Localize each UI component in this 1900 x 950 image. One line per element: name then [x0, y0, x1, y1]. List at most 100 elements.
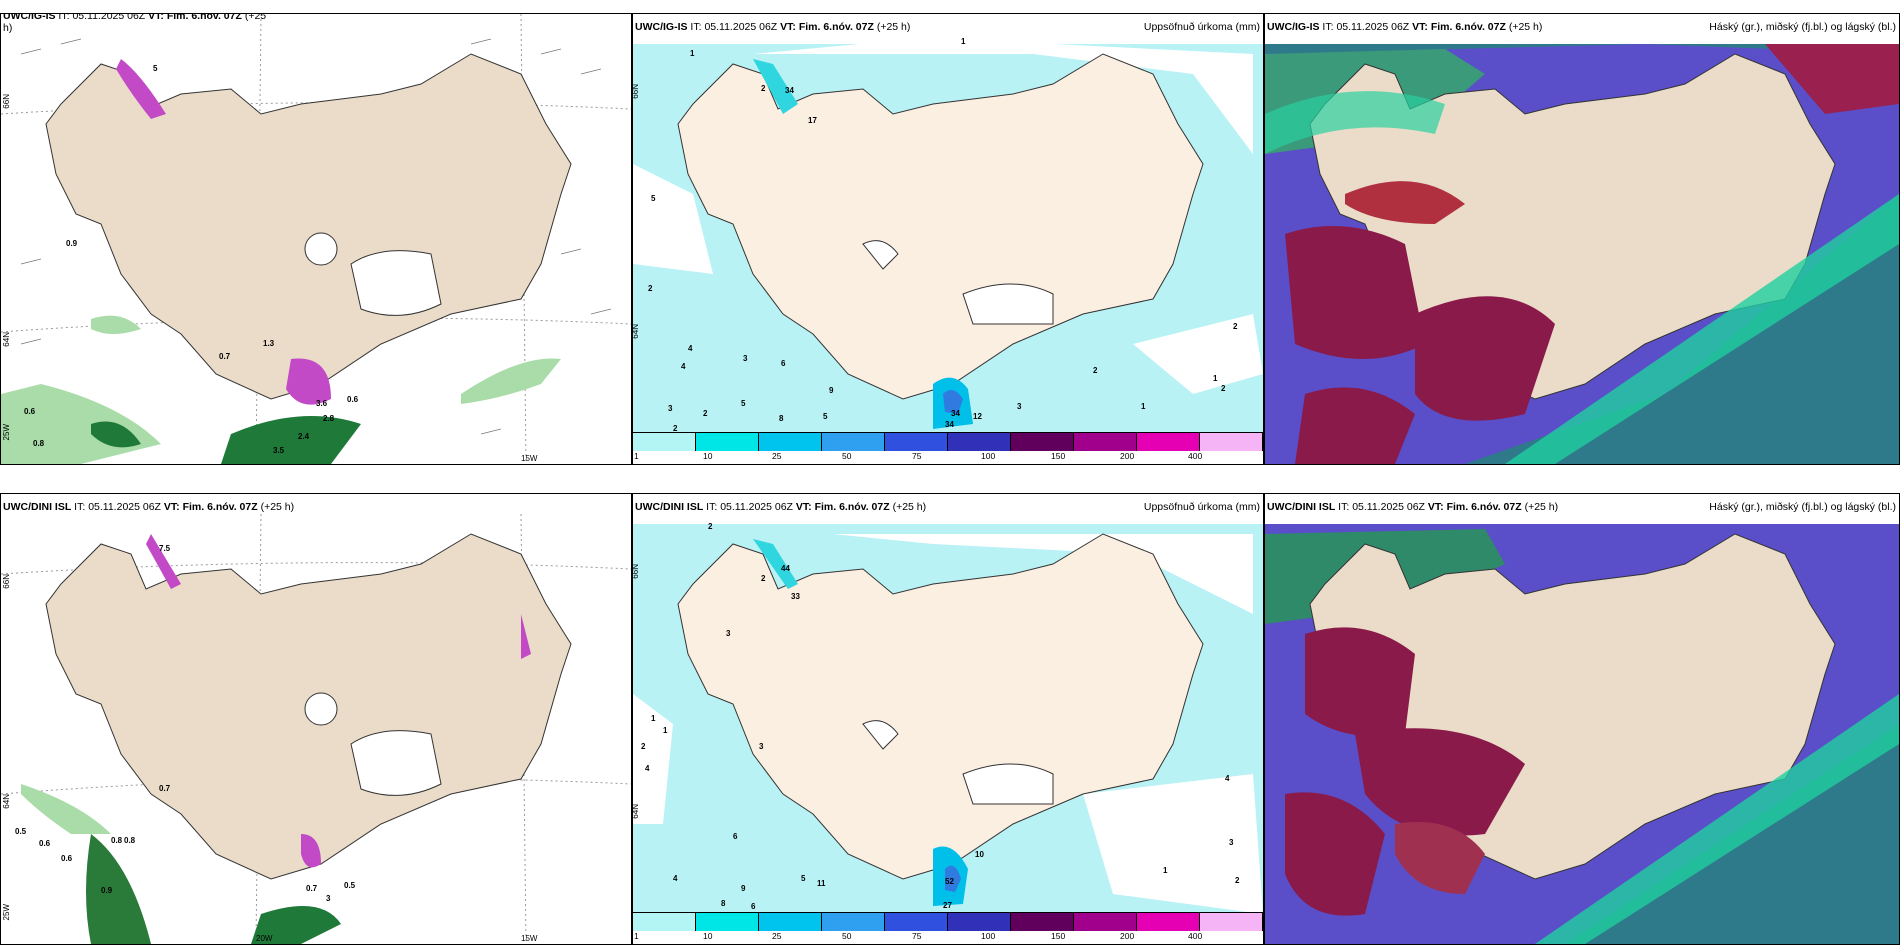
value-label: 52	[945, 877, 954, 886]
colorbar-label: 1	[634, 451, 639, 461]
value-label: 34	[785, 86, 794, 95]
panel-igis-precip: UWC/IG-IS IT: 05.11.2025 06Z VT: Fim. 6.…	[632, 13, 1264, 465]
value-label: 0.9	[101, 886, 113, 895]
panel-igis-wind: UWC/IG-IS IT: 05.11.2025 06Z VT: Fim. 6.…	[0, 13, 632, 465]
value-label: 0.8	[124, 836, 136, 845]
value-label: 2	[761, 84, 766, 93]
value-label: 8	[779, 414, 784, 423]
value-label: 2	[1235, 876, 1240, 885]
panel-header: UWC/DINI ISL IT: 05.11.2025 06Z VT: Fim.…	[3, 501, 295, 513]
value-label: 10	[975, 850, 984, 859]
value-label: 2	[1093, 366, 1098, 375]
colorbar-swatch	[696, 913, 759, 931]
value-label: 8	[721, 899, 726, 908]
value-label: 17	[808, 116, 817, 125]
value-label: 3	[326, 894, 331, 903]
colorbar-swatch	[759, 433, 822, 451]
precip-map	[633, 39, 1263, 444]
colorbar-swatch	[1074, 433, 1137, 451]
value-label: 2	[1233, 322, 1238, 331]
lon-label: 15W	[521, 934, 538, 943]
panel-header: UWC/IG-IS IT: 05.11.2025 06Z VT: Fim. 6.…	[3, 13, 267, 34]
lon-label: 20W	[256, 934, 273, 943]
colorbar-label: 25	[772, 451, 782, 461]
value-label: 1	[961, 37, 966, 46]
value-label: 9	[741, 884, 746, 893]
lon-label: 25W	[2, 424, 11, 441]
lat-label: 64N	[2, 794, 11, 809]
colorbar-swatch	[1200, 433, 1263, 451]
value-label: 0.9	[66, 239, 78, 248]
colorbar-swatch	[1074, 913, 1137, 931]
colorbar-label: 100	[981, 931, 996, 941]
value-label: 4	[1225, 774, 1230, 783]
value-label: 6	[751, 902, 756, 911]
value-label: 9	[829, 386, 834, 395]
lat-label: 64N	[632, 804, 640, 819]
colorbar-label: 400	[1188, 451, 1203, 461]
value-label: 44	[781, 564, 790, 573]
value-label: 2	[761, 574, 766, 583]
value-label: 7.5	[159, 544, 171, 553]
panel-dini-clouds: UWC/DINI ISL IT: 05.11.2025 06Z VT: Fim.…	[1264, 493, 1900, 945]
colorbar-swatch	[885, 913, 948, 931]
lat-label: 64N	[2, 332, 11, 347]
value-label: 3.5	[273, 446, 285, 455]
value-label: 12	[973, 412, 982, 421]
colorbar-swatch	[885, 433, 948, 451]
colorbar-label: 200	[1120, 931, 1135, 941]
value-label: 2	[648, 284, 653, 293]
colorbar-label: 75	[912, 931, 922, 941]
colorbar-label: 75	[912, 451, 922, 461]
value-label: 11	[817, 879, 826, 888]
precip-colorbar	[633, 432, 1263, 451]
precip-colorbar	[633, 912, 1263, 931]
value-label: 0.7	[219, 352, 231, 361]
value-label: 27	[943, 901, 952, 910]
colorbar-swatch	[1011, 913, 1074, 931]
value-label: 4	[673, 874, 678, 883]
value-label: 3	[1229, 838, 1234, 847]
value-label: 3	[668, 404, 673, 413]
glacier	[350, 250, 442, 316]
panel-title: Uppsöfnuð úrkoma (mm)	[1143, 21, 1260, 33]
value-label: 3.6	[316, 399, 328, 408]
colorbar-label: 50	[842, 931, 852, 941]
value-label: 0.6	[61, 854, 73, 863]
colorbar-swatch	[633, 433, 696, 451]
lat-label: 66N	[2, 574, 11, 589]
lon-label: 25W	[2, 904, 11, 921]
colorbar-swatch	[1137, 433, 1200, 451]
colorbar-label: 200	[1120, 451, 1135, 461]
value-label: 0.6	[347, 395, 359, 404]
cloud-map	[1265, 524, 1899, 944]
precip-map	[633, 524, 1263, 924]
value-label: 0.8	[111, 836, 123, 845]
value-label: 0.6	[39, 839, 51, 848]
value-label: 3	[759, 742, 764, 751]
value-label: 34	[951, 409, 960, 418]
value-label: 3	[743, 354, 748, 363]
value-label: 4	[645, 764, 650, 773]
panel-header: UWC/IG-IS IT: 05.11.2025 06Z VT: Fim. 6.…	[635, 21, 911, 33]
value-label: 3	[1017, 402, 1022, 411]
iceland-landmass	[677, 533, 1204, 880]
value-label: 1	[651, 714, 656, 723]
colorbar-label: 150	[1051, 451, 1066, 461]
value-label: 6	[733, 832, 738, 841]
colorbar-swatch	[696, 433, 759, 451]
value-label: 2	[641, 742, 646, 751]
value-label: 5	[651, 194, 656, 203]
value-label: 1	[1163, 866, 1168, 875]
panel-header: UWC/IG-IS IT: 05.11.2025 06Z VT: Fim. 6.…	[1267, 21, 1543, 33]
colorbar-label: 1	[634, 931, 639, 941]
colorbar-label: 150	[1051, 931, 1066, 941]
value-label: 0.7	[306, 884, 318, 893]
value-label: 2.8	[323, 414, 335, 423]
value-label: 2.4	[298, 432, 310, 441]
colorbar-label: 50	[842, 451, 852, 461]
lat-label: 66N	[632, 84, 640, 99]
panel-header: UWC/DINI ISL IT: 05.11.2025 06Z VT: Fim.…	[1267, 501, 1559, 513]
panel-title: Uppsöfnuð úrkoma (mm)	[1143, 501, 1260, 513]
colorbar-label: 25	[772, 931, 782, 941]
